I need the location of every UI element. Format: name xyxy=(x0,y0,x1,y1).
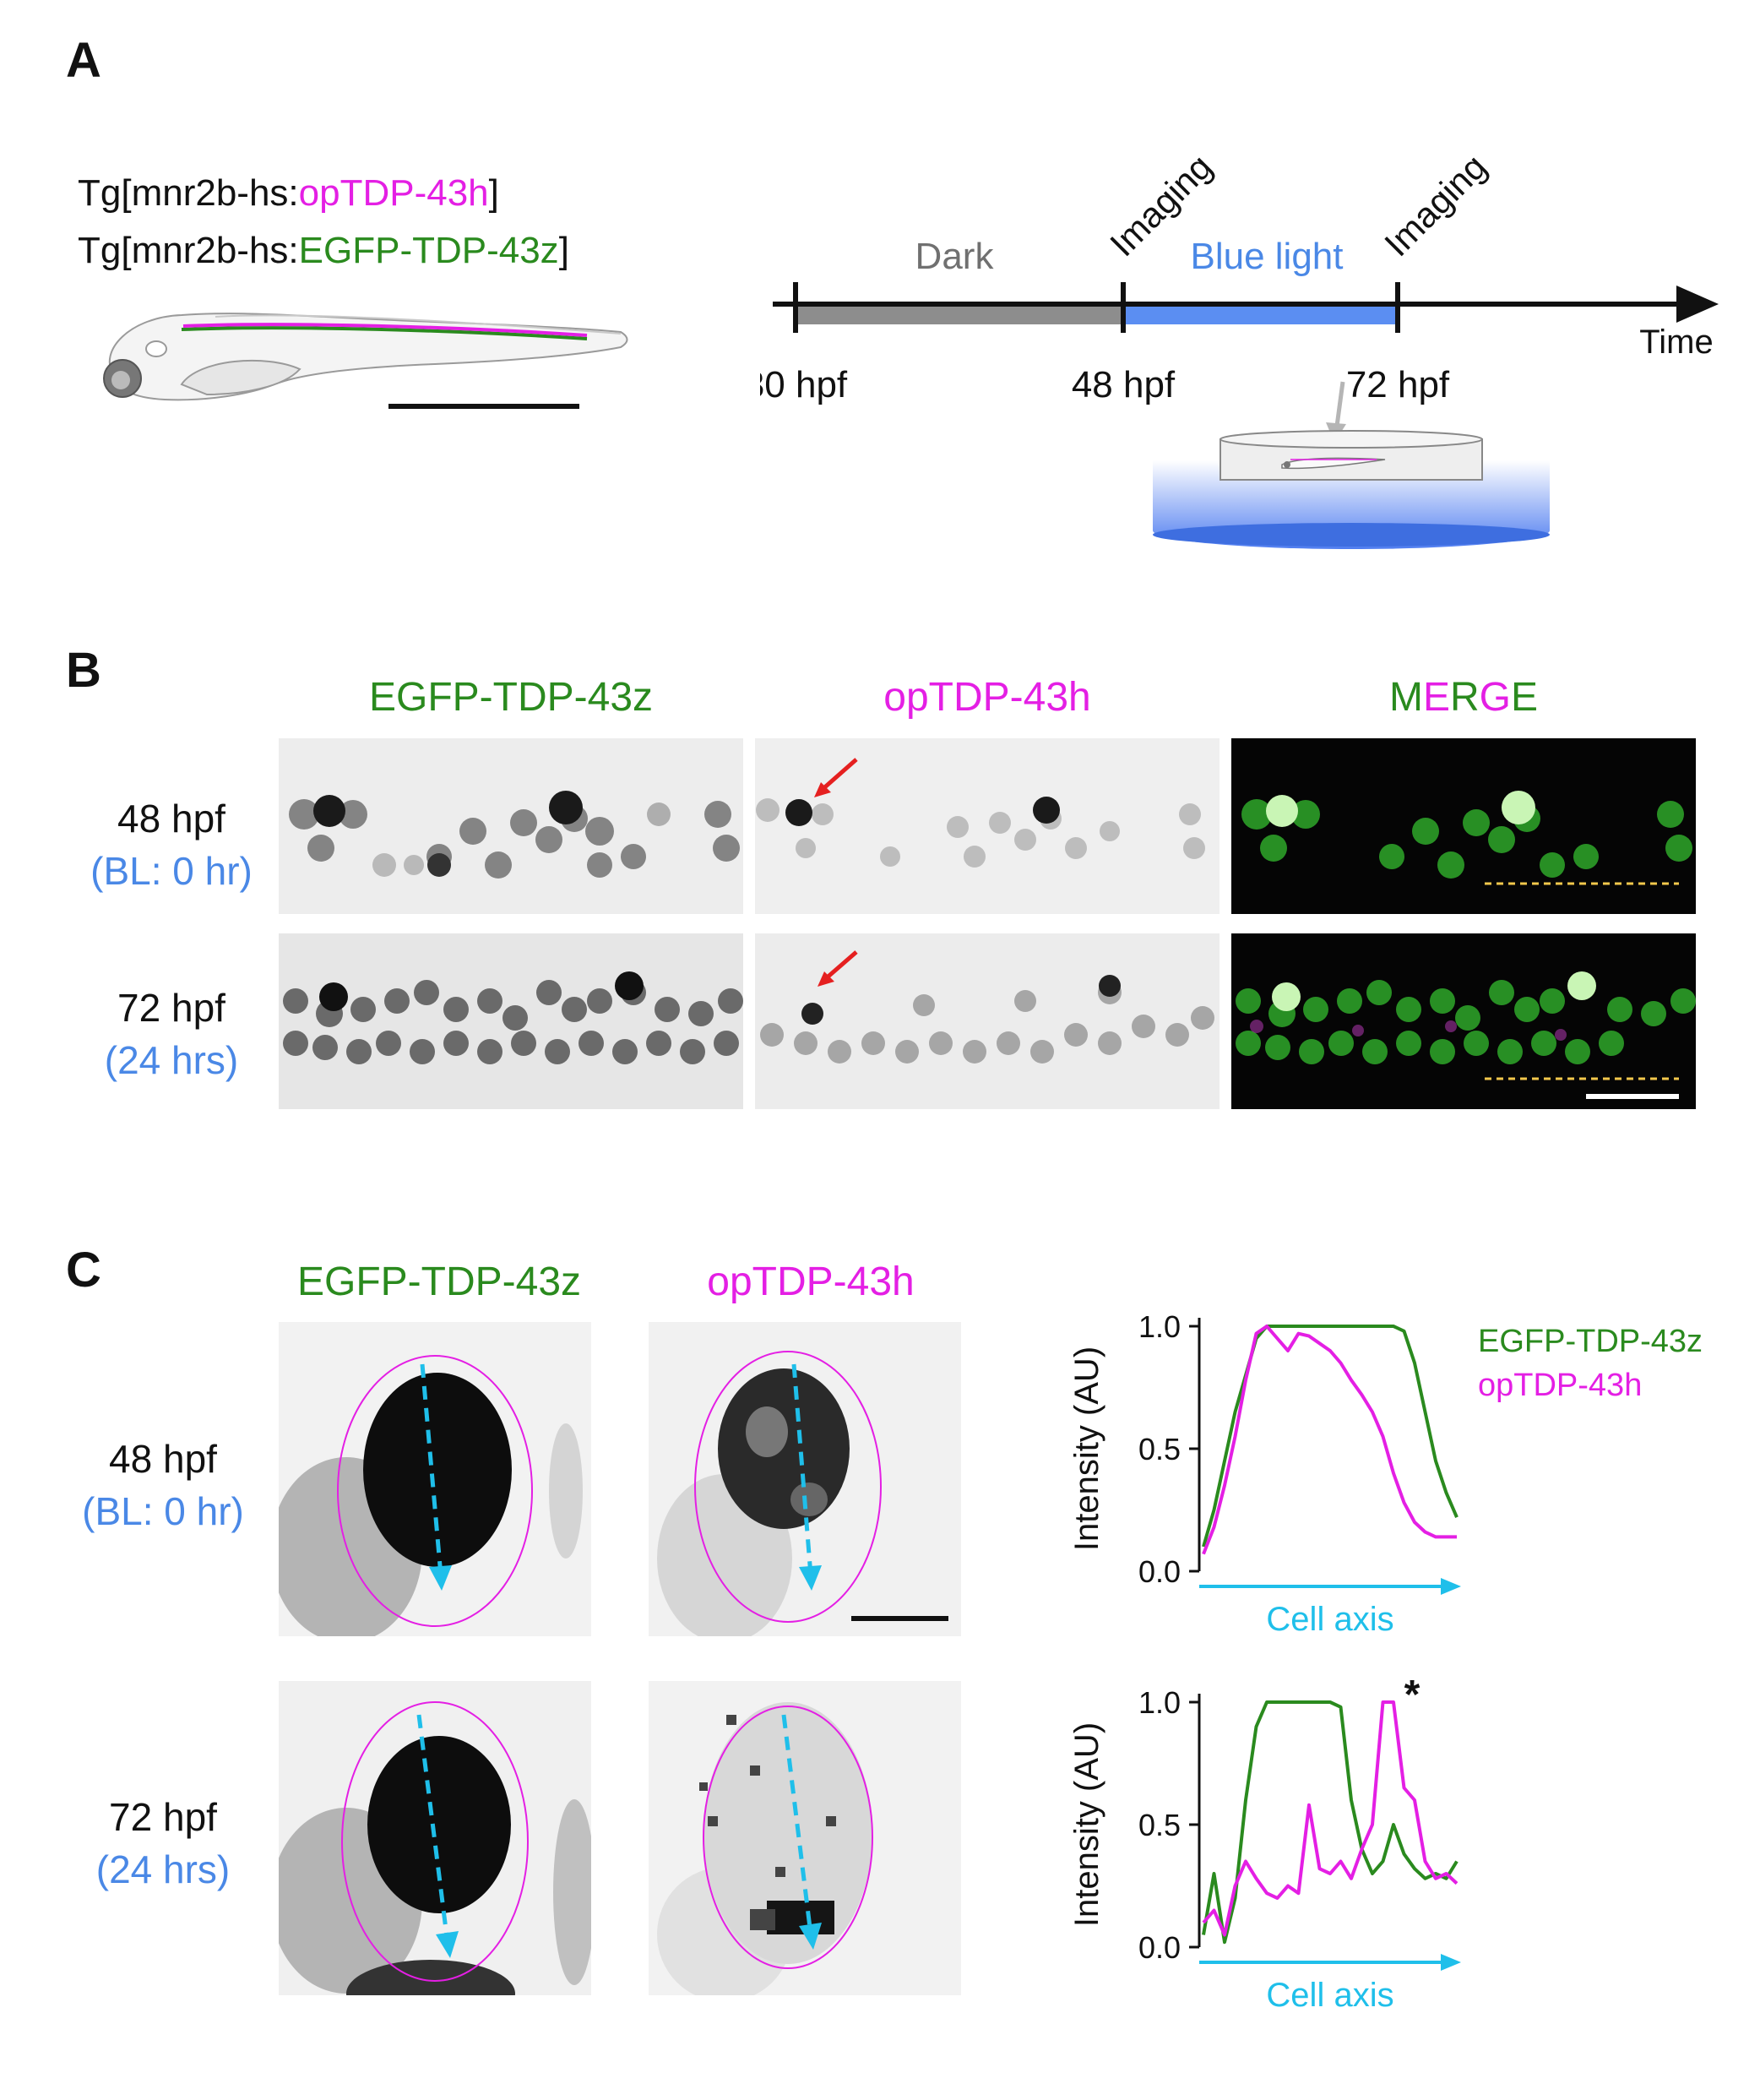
tick-label-72hpf: 72 hpf xyxy=(1346,364,1450,405)
panel-c-row1-label: 48 hpf (BL: 0 hr) xyxy=(49,1433,277,1537)
cell-axis-arrow xyxy=(420,1363,443,1576)
intensity-chart-48hpf: 0.0 0.5 1.0 Intensity (AU) Cell axis EGFP-TDP… xyxy=(1073,1309,1703,1638)
panel-c-row2-label: 72 hpf (24 hrs) xyxy=(49,1791,277,1896)
merge-letter: M xyxy=(1388,675,1423,720)
scale-bar xyxy=(851,1616,948,1621)
tick-label-48hpf: 48 hpf xyxy=(1072,364,1176,405)
y-tick-label: 0.0 xyxy=(1138,1930,1181,1965)
micrograph-egfp-72hpf xyxy=(279,933,743,1109)
y-axis-label: Intensity (AU) xyxy=(1073,1722,1105,1927)
series-line-optdp xyxy=(1202,1700,1459,1937)
blue-light-label: Blue light xyxy=(1190,236,1343,277)
panel-b-row1-label: 48 hpf (BL: 0 hr) xyxy=(57,792,285,897)
timeline-diagram: Dark Blue light Imaging Imaging Time 30 … xyxy=(760,146,1719,549)
panel-label-b: B xyxy=(66,643,101,698)
panel-b-col-merge: MERGE xyxy=(1231,674,1696,721)
legend-entry: EGFP-TDP-43z xyxy=(1478,1324,1703,1359)
series-line-egfp xyxy=(1202,1325,1459,1548)
merge-letter: E xyxy=(1511,675,1539,720)
x-axis-arrowhead xyxy=(1441,1578,1461,1595)
peak-annotation: * xyxy=(1404,1673,1420,1717)
tg-suffix: ] xyxy=(488,172,499,214)
time-axis-arrowhead xyxy=(1676,286,1719,323)
row-time: 72 hpf xyxy=(117,986,225,1030)
tg-suffix: ] xyxy=(558,230,569,271)
row-condition: (24 hrs) xyxy=(104,1038,239,1082)
cell-axis-arrow xyxy=(781,1714,813,1935)
cell-zoom-optdp-72hpf xyxy=(649,1681,961,1995)
tg-prefix: Tg[mnr2b-hs: xyxy=(78,230,299,271)
x-axis-label: Cell axis xyxy=(1266,1977,1393,2014)
legend-entry: opTDP-43h xyxy=(1478,1368,1642,1403)
merge-letter: R xyxy=(1449,675,1480,720)
y-axis-label: Intensity (AU) xyxy=(1073,1347,1105,1551)
row-condition: (BL: 0 hr) xyxy=(90,849,253,893)
panel-label-a: A xyxy=(66,33,101,88)
micrograph-optdp-72hpf xyxy=(755,933,1220,1109)
panel-b-col-optdp: opTDP-43h xyxy=(883,675,1091,720)
row-condition: (BL: 0 hr) xyxy=(82,1489,244,1533)
tg-construct-egfp: EGFP-TDP-43z xyxy=(298,230,559,271)
y-tick-label: 0.5 xyxy=(1138,1808,1181,1842)
merge-letter: G xyxy=(1479,675,1511,720)
cell-axis-arrow xyxy=(791,1363,813,1576)
scale-bar xyxy=(1586,1094,1679,1099)
zebrafish-larva-illustration xyxy=(103,313,628,401)
tg-construct-optdp: opTDP-43h xyxy=(298,172,489,214)
cell-zoom-optdp-48hpf xyxy=(649,1322,961,1636)
micrograph-egfp-48hpf xyxy=(279,738,743,914)
panel-c-col-egfp: EGFP-TDP-43z xyxy=(296,1259,582,1304)
transgene-line-2: Tg[mnr2b-hs:EGFP-TDP-43z] xyxy=(78,230,569,272)
panel-b-row2-label: 72 hpf (24 hrs) xyxy=(57,982,285,1086)
cell-axis-arrow xyxy=(416,1714,450,1944)
micrograph-merge-72hpf xyxy=(1231,933,1696,1109)
x-axis-label: Cell axis xyxy=(1266,1601,1393,1638)
tg-prefix: Tg[mnr2b-hs: xyxy=(78,172,299,214)
y-tick-label: 1.0 xyxy=(1138,1309,1181,1344)
intensity-chart-72hpf: 0.0 0.5 1.0 Intensity (AU) Cell axis * xyxy=(1073,1673,1461,2014)
imaging-label-2: Imaging xyxy=(1377,146,1494,264)
panel-b-col-egfp: EGFP-TDP-43z xyxy=(368,675,654,720)
series-line-optdp xyxy=(1202,1325,1457,1555)
panel-c-col-optdp: opTDP-43h xyxy=(707,1259,915,1304)
series-line-egfp xyxy=(1202,1700,1459,1945)
cell-zoom-egfp-48hpf xyxy=(279,1322,591,1636)
scale-bar xyxy=(388,404,579,409)
y-tick-label: 0.0 xyxy=(1138,1554,1181,1589)
red-arrow xyxy=(819,758,858,792)
row-time: 72 hpf xyxy=(109,1795,217,1839)
y-tick-label: 1.0 xyxy=(1138,1685,1181,1720)
cell-zoom-egfp-72hpf xyxy=(279,1681,591,1995)
micrograph-merge-48hpf xyxy=(1231,738,1696,914)
y-tick-label: 0.5 xyxy=(1138,1432,1181,1466)
panel-label-c: C xyxy=(66,1243,101,1298)
row-time: 48 hpf xyxy=(109,1437,217,1481)
row-condition: (24 hrs) xyxy=(95,1847,231,1891)
time-axis-label: Time xyxy=(1639,324,1713,361)
red-arrow xyxy=(823,950,858,982)
transgene-line-1: Tg[mnr2b-hs:opTDP-43h] xyxy=(78,172,499,215)
x-axis-arrowhead xyxy=(1441,1954,1461,1971)
merge-letter: E xyxy=(1422,675,1450,720)
tick-label-30hpf: 30 hpf xyxy=(760,364,848,405)
row-time: 48 hpf xyxy=(117,797,225,841)
micrograph-optdp-48hpf xyxy=(755,738,1220,914)
dark-label: Dark xyxy=(915,236,995,277)
